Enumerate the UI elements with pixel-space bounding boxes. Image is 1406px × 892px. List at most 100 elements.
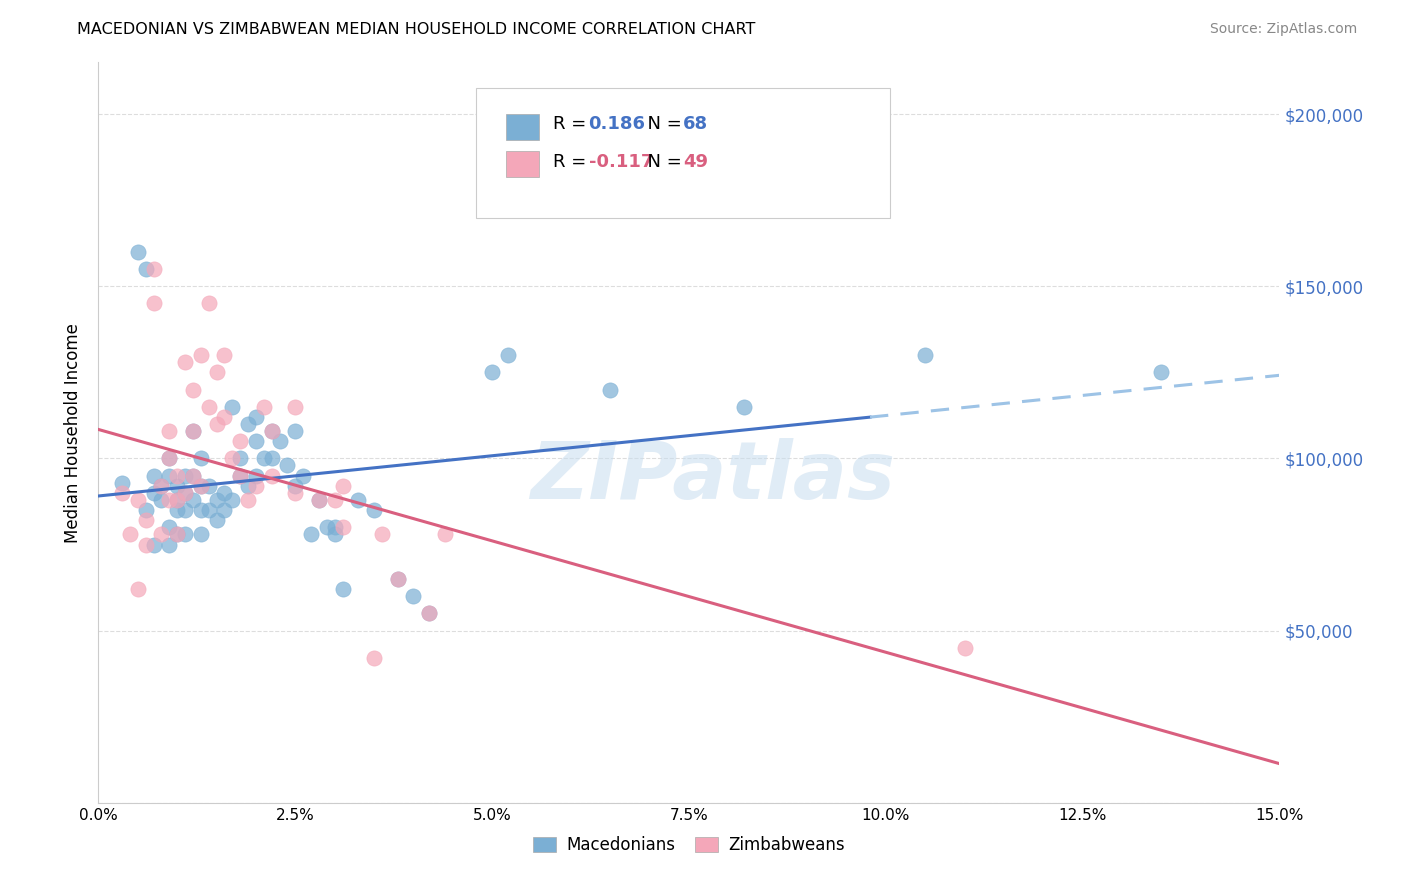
- Point: [214, 503, 236, 517]
- Point: [127, 582, 149, 597]
- Point: [157, 537, 180, 551]
- FancyBboxPatch shape: [506, 114, 538, 140]
- Text: N =: N =: [636, 153, 688, 171]
- Point: [205, 417, 228, 431]
- Point: [332, 479, 354, 493]
- Point: [142, 296, 165, 310]
- Point: [150, 527, 173, 541]
- Point: [229, 434, 252, 449]
- Point: [599, 383, 621, 397]
- Point: [166, 492, 188, 507]
- Point: [174, 468, 197, 483]
- Point: [308, 492, 330, 507]
- Text: 49: 49: [683, 153, 709, 171]
- Point: [284, 400, 307, 414]
- Point: [214, 348, 236, 362]
- Text: Source: ZipAtlas.com: Source: ZipAtlas.com: [1209, 22, 1357, 37]
- Point: [205, 365, 228, 379]
- Point: [181, 383, 204, 397]
- Point: [205, 513, 228, 527]
- Point: [127, 492, 149, 507]
- Point: [150, 479, 173, 493]
- Point: [197, 296, 219, 310]
- Point: [323, 527, 346, 541]
- Point: [260, 424, 283, 438]
- Point: [308, 492, 330, 507]
- Text: R =: R =: [553, 153, 592, 171]
- Point: [1150, 365, 1173, 379]
- Text: MACEDONIAN VS ZIMBABWEAN MEDIAN HOUSEHOLD INCOME CORRELATION CHART: MACEDONIAN VS ZIMBABWEAN MEDIAN HOUSEHOL…: [77, 22, 755, 37]
- Point: [229, 468, 252, 483]
- Text: 0.186: 0.186: [589, 115, 645, 133]
- Point: [166, 527, 188, 541]
- Point: [190, 451, 212, 466]
- Point: [496, 348, 519, 362]
- Point: [142, 486, 165, 500]
- Point: [733, 400, 755, 414]
- Point: [260, 451, 283, 466]
- Point: [229, 451, 252, 466]
- Point: [127, 244, 149, 259]
- Point: [174, 527, 197, 541]
- Point: [363, 503, 385, 517]
- Point: [284, 486, 307, 500]
- Point: [245, 434, 267, 449]
- Point: [157, 492, 180, 507]
- Point: [332, 582, 354, 597]
- Point: [142, 468, 165, 483]
- Point: [221, 400, 243, 414]
- Point: [260, 424, 283, 438]
- Point: [174, 503, 197, 517]
- Point: [284, 424, 307, 438]
- Text: 68: 68: [683, 115, 709, 133]
- Point: [323, 492, 346, 507]
- Point: [118, 527, 141, 541]
- Text: N =: N =: [636, 115, 688, 133]
- Point: [260, 468, 283, 483]
- FancyBboxPatch shape: [506, 152, 538, 178]
- Point: [269, 434, 291, 449]
- Point: [323, 520, 346, 534]
- Point: [166, 479, 188, 493]
- Point: [150, 492, 173, 507]
- Point: [953, 640, 976, 655]
- Point: [299, 527, 322, 541]
- FancyBboxPatch shape: [477, 88, 890, 218]
- Point: [197, 479, 219, 493]
- Point: [418, 607, 440, 621]
- Point: [190, 348, 212, 362]
- Point: [142, 262, 165, 277]
- Point: [221, 451, 243, 466]
- Point: [245, 410, 267, 425]
- Point: [150, 479, 173, 493]
- Point: [315, 520, 337, 534]
- Point: [236, 479, 259, 493]
- Legend: Macedonians, Zimbabweans: Macedonians, Zimbabweans: [526, 830, 852, 861]
- Point: [190, 503, 212, 517]
- Point: [418, 607, 440, 621]
- Text: ZIPatlas: ZIPatlas: [530, 438, 896, 516]
- Point: [363, 651, 385, 665]
- Point: [245, 468, 267, 483]
- Point: [914, 348, 936, 362]
- Point: [190, 479, 212, 493]
- Point: [292, 468, 315, 483]
- Point: [236, 417, 259, 431]
- Point: [253, 400, 276, 414]
- Point: [181, 468, 204, 483]
- Point: [157, 451, 180, 466]
- Point: [332, 520, 354, 534]
- Point: [197, 400, 219, 414]
- Point: [253, 451, 276, 466]
- Point: [190, 527, 212, 541]
- Point: [221, 492, 243, 507]
- Point: [157, 451, 180, 466]
- Point: [481, 365, 503, 379]
- Point: [111, 486, 134, 500]
- Point: [214, 410, 236, 425]
- Point: [214, 486, 236, 500]
- Point: [135, 262, 157, 277]
- Point: [157, 520, 180, 534]
- Point: [166, 503, 188, 517]
- Point: [157, 468, 180, 483]
